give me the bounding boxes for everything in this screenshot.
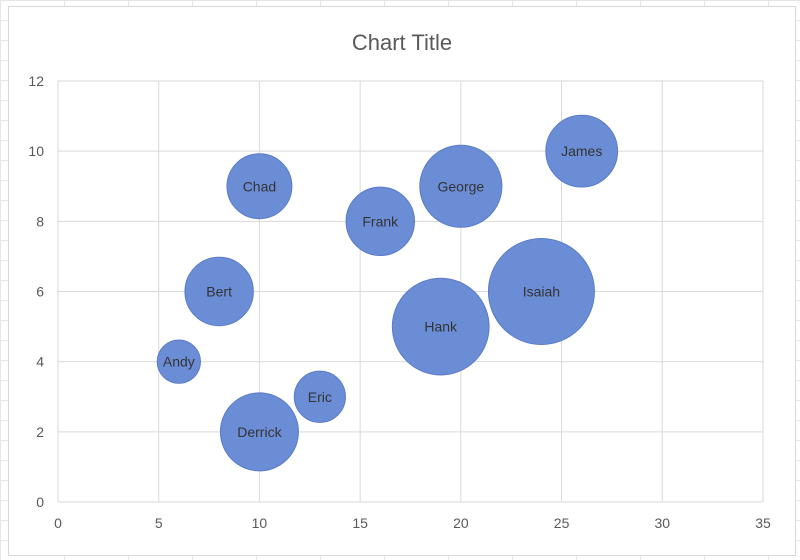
bubble-andy[interactable]: [156, 339, 201, 384]
x-tick-label: 20: [453, 515, 469, 531]
x-tick-label: 30: [654, 515, 670, 531]
bubble-label-isaiah: Isaiah: [523, 284, 560, 300]
bubble-bert[interactable]: [184, 256, 254, 327]
x-tick-label: 5: [155, 515, 163, 531]
bubble-george[interactable]: [419, 144, 503, 228]
bubble-label-chad: Chad: [243, 178, 276, 194]
bubble-label-james: James: [561, 143, 602, 159]
y-tick-label: 6: [36, 284, 44, 300]
bubble-data-labels: Andy Bert Chad Derrick Eric Frank George Hank Is…: [163, 143, 602, 440]
bubble-series[interactable]: [156, 114, 619, 472]
bubble-label-derrick: Derrick: [237, 424, 282, 440]
bubble-eric[interactable]: [293, 370, 346, 423]
chart-title[interactable]: Chart Title: [352, 30, 452, 55]
bubble-james[interactable]: [545, 114, 619, 188]
bubble-frank[interactable]: [345, 186, 415, 257]
bubble-chad[interactable]: [226, 153, 293, 220]
x-axis-tick-labels: 0 5 10 15 20 25 30 35: [54, 515, 771, 531]
y-tick-label: 10: [28, 143, 44, 159]
x-tick-label: 15: [352, 515, 368, 531]
bubble-label-george: George: [438, 178, 485, 194]
bubble-derrick[interactable]: [219, 392, 299, 472]
y-tick-label: 12: [28, 73, 44, 89]
bubble-label-andy: Andy: [163, 354, 195, 370]
bubble-label-eric: Eric: [308, 389, 332, 405]
x-tick-label: 0: [54, 515, 62, 531]
y-tick-label: 0: [36, 494, 44, 510]
chart-area[interactable]: Chart Title 0 5 10 15 20 25 30 35 0 2 4 6 8 10 12 And…: [8, 6, 796, 556]
y-tick-label: 4: [36, 354, 44, 370]
bubble-label-hank: Hank: [424, 319, 458, 335]
bubble-chart: Chart Title 0 5 10 15 20 25 30 35 0 2 4 6 8 10 12 And…: [28, 30, 771, 531]
y-tick-label: 2: [36, 424, 44, 440]
y-tick-label: 8: [36, 213, 44, 229]
bubble-hank[interactable]: [391, 277, 490, 376]
x-tick-label: 25: [554, 515, 570, 531]
x-tick-label: 35: [755, 515, 771, 531]
x-tick-label: 10: [252, 515, 268, 531]
y-axis-tick-labels: 0 2 4 6 8 10 12: [28, 73, 44, 510]
bubble-label-bert: Bert: [206, 284, 232, 300]
bubble-isaiah[interactable]: [487, 238, 595, 345]
bubble-label-frank: Frank: [362, 213, 399, 229]
